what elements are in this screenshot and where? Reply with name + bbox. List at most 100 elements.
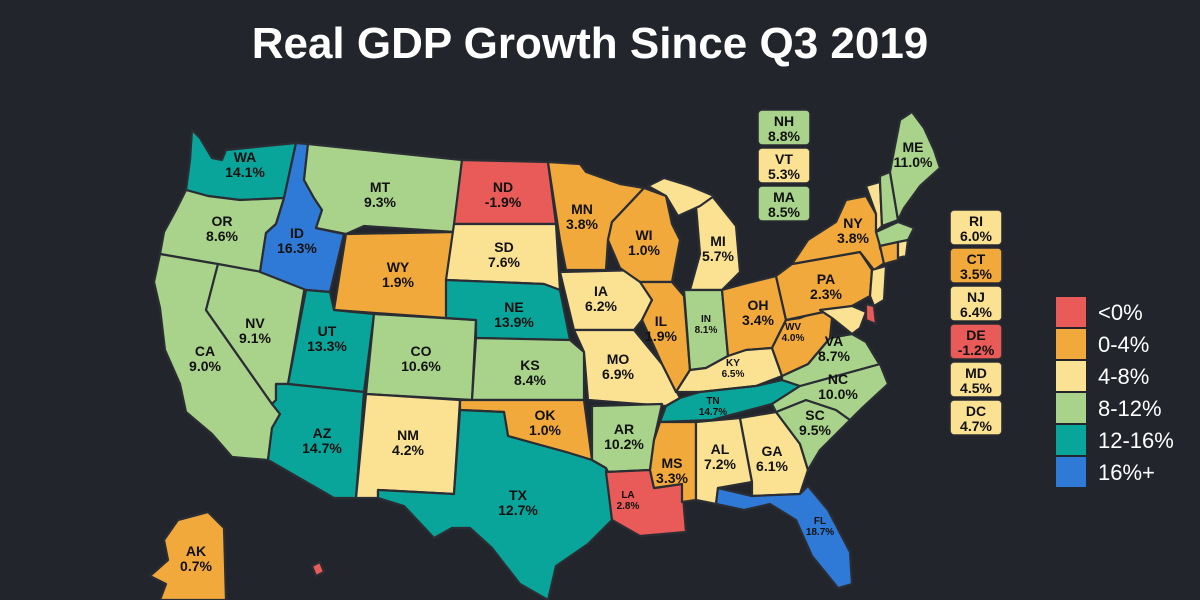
state-ks [470,336,586,402]
state-value-wv: 4.0% [782,333,805,344]
state-label-az: AZ [313,425,332,441]
state-label-mi: MI [710,233,726,249]
state-value-in: 8.1% [695,325,718,336]
state-value-az: 14.7% [302,440,342,456]
callout-box-bg [757,147,811,184]
state-value-ga: 6.1% [756,458,788,474]
state-label-ca: CA [195,343,215,359]
state-label-nv: NV [245,315,265,331]
state-label-la: LA [621,490,634,501]
state-value-nv: 9.1% [239,330,271,346]
legend-swatch [1056,425,1086,455]
callout-box-nj: NJ6.4% [949,285,1003,322]
state-value-wy: 1.9% [382,274,414,290]
legend-label: 12-16% [1098,428,1174,453]
callout-value: 8.5% [768,204,800,220]
state-value-me: 11.0% [894,154,933,170]
callout-box-ct: CT3.5% [949,247,1003,284]
callout-box-bg [949,323,1003,360]
state-value-ks: 8.4% [514,372,546,388]
state-label-pa: PA [817,271,835,287]
state-label-or: OR [212,213,233,229]
state-label-ar: AR [614,421,634,437]
callout-box-ri: RI6.0% [949,209,1003,246]
state-label-tx: TX [509,487,528,503]
legend-label: 0-4% [1098,332,1149,357]
state-value-co: 10.6% [401,358,441,374]
state-label-nd: ND [493,179,513,195]
state-value-pa: 2.3% [810,286,842,302]
map-title: Real GDP Growth Since Q3 2019 [252,19,929,68]
legend-swatch [1056,457,1086,487]
state-value-sc: 9.5% [799,422,831,438]
callout-abbr: CT [967,251,986,267]
callout-box-md: MD4.5% [949,361,1003,398]
callout-box-vt: VT5.3% [757,147,811,184]
state-value-or: 8.6% [206,228,238,244]
state-value-tx: 12.7% [498,502,538,518]
state-label-co: CO [411,343,432,359]
state-value-mn: 3.8% [566,216,598,232]
state-value-nm: 4.2% [392,442,424,458]
state-value-la: 2.8% [617,501,640,512]
legend: <0% 0-4% 4-8% 8-12% 12-16% 16%+ [1056,297,1174,487]
callout-value: 4.7% [960,418,992,434]
state-label-ia: IA [594,283,608,299]
state-value-fl: 18.7% [806,527,834,538]
legend-label: 8-12% [1098,396,1162,421]
state-value-va: 8.7% [818,348,850,364]
callout-box-bg [949,285,1003,322]
state-fl [714,484,854,590]
state-value-mo: 6.9% [602,366,634,382]
callout-box-ma: MA8.5% [757,185,811,222]
state-value-ar: 10.2% [604,436,644,452]
state-label-wi: WI [635,227,652,243]
callout-abbr: RI [969,213,983,229]
callout-box-bg [949,209,1003,246]
state-label-sd: SD [494,239,513,255]
legend-swatch [1056,393,1086,423]
state-value-nc: 10.0% [818,386,858,402]
legend-swatch [1056,361,1086,391]
state-label-sc: SC [805,407,824,423]
state-label-ga: GA [762,443,783,459]
state-value-ms: 3.3% [656,470,688,486]
state-value-ny: 3.8% [837,230,869,246]
state-label-mo: MO [607,351,630,367]
state-me [888,110,942,222]
state-tx [376,408,614,600]
legend-label: 4-8% [1098,364,1149,389]
state-label-ut: UT [318,323,337,339]
state-label-ok: OK [535,407,556,423]
state-value-ia: 6.2% [585,298,617,314]
state-value-mt: 9.3% [364,194,396,210]
state-wi [606,186,682,284]
callout-abbr: DC [966,403,986,419]
callout-value: 8.8% [768,128,800,144]
callout-box-bg [757,185,811,222]
state-hi [310,560,326,578]
callout-box-bg [949,399,1003,436]
state-label-wv: WV [785,322,801,333]
state-label-in: IN [701,314,711,325]
state-value-ca: 9.0% [189,358,221,374]
state-label-ky: KY [726,358,740,369]
state-label-ms: MS [662,455,683,471]
state-value-ky: 6.5% [722,369,745,380]
state-value-id: 16.3% [277,240,317,256]
state-value-ne: 13.9% [494,314,534,330]
state-vt [864,180,884,234]
state-value-nd: -1.9% [485,194,522,210]
callout-value: 6.0% [960,228,992,244]
state-label-me: ME [903,139,924,155]
callout-abbr: MA [773,189,795,205]
state-value-al: 7.2% [704,456,736,472]
state-nh [878,170,900,228]
state-mi-upper [646,176,716,218]
callout-abbr: MD [965,365,987,381]
legend-swatch [1056,297,1086,327]
state-value-oh: 3.4% [742,312,774,328]
state-label-ak: AK [186,543,206,559]
